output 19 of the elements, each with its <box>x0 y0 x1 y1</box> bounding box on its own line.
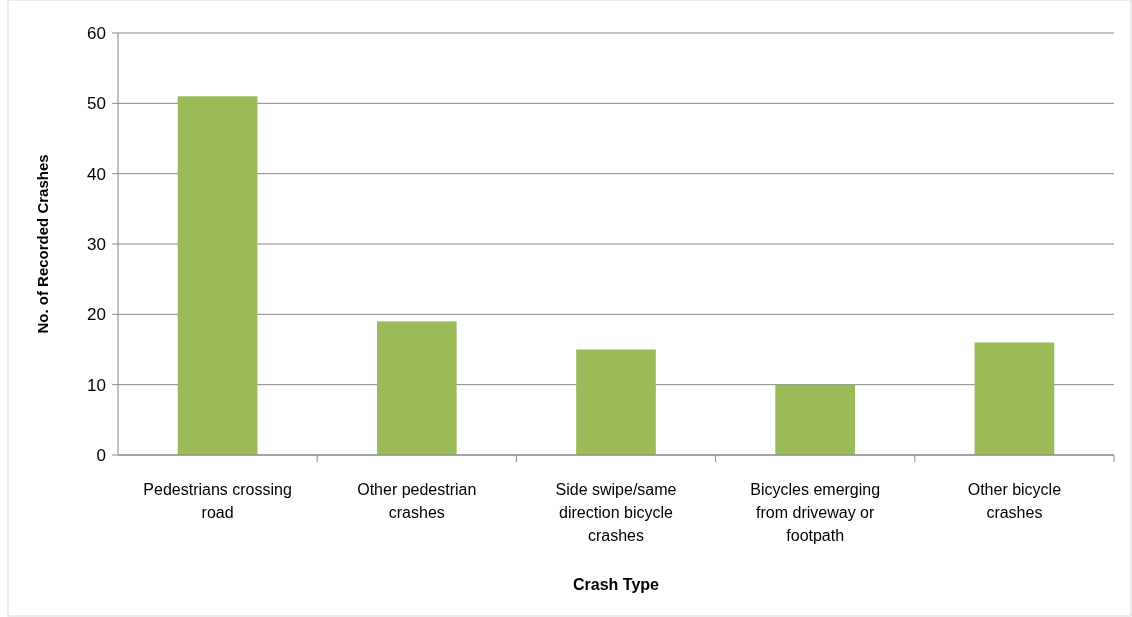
y-axis-title: No. of Recorded Crashes <box>34 154 51 334</box>
y-tick-label: 0 <box>96 445 106 465</box>
bar <box>177 96 258 455</box>
y-tick-label: 20 <box>87 305 106 325</box>
y-tick-label: 50 <box>87 94 106 114</box>
y-tick-label: 40 <box>87 164 106 184</box>
y-tick-label: 30 <box>87 234 106 254</box>
bar <box>775 384 856 455</box>
bar <box>974 342 1055 455</box>
bar <box>376 321 457 455</box>
x-tick-label: Side swipe/same direction bicycle crashes <box>555 481 677 544</box>
y-tick-label: 60 <box>87 23 106 43</box>
x-tick-label: Pedestrians crossing road <box>143 481 292 521</box>
x-tick-label: Other pedestrian crashes <box>357 481 477 521</box>
y-tick-label: 10 <box>87 375 106 395</box>
x-tick-label: Bicycles emerging from driveway or footpath <box>750 481 881 544</box>
x-tick-label: Other bicycle crashes <box>967 481 1062 521</box>
x-axis-title: Crash Type <box>573 576 660 593</box>
bar <box>576 349 656 455</box>
